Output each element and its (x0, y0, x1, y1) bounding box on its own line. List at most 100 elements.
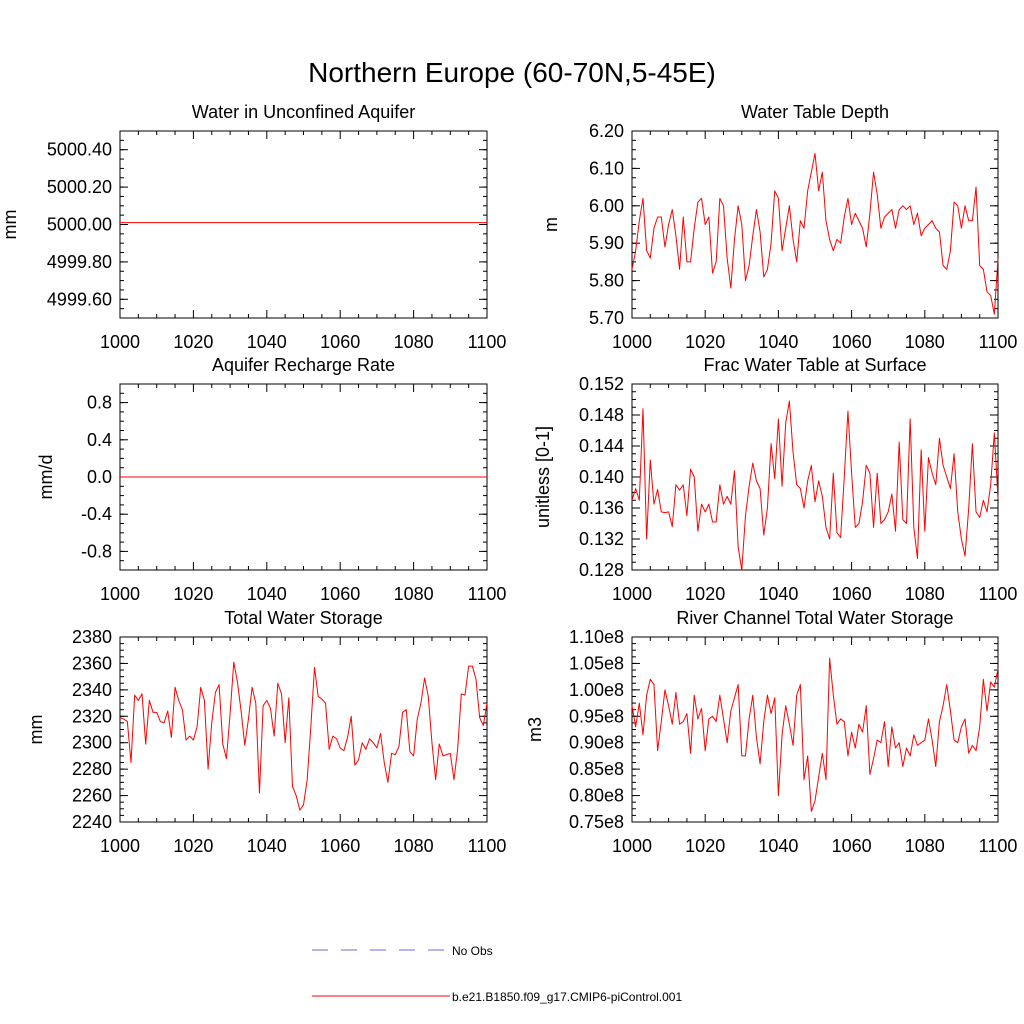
y-tick-label: 2300 (72, 733, 112, 753)
x-tick-label: 1080 (394, 584, 434, 604)
figure-title: Northern Europe (60-70N,5-45E) (308, 57, 716, 88)
y-tick-label: 0.75e8 (569, 812, 624, 832)
y-tick-label: 2320 (72, 706, 112, 726)
y-tick-label: 4999.80 (47, 252, 112, 272)
y-tick-label: 5000.00 (47, 215, 112, 235)
y-tick-label: 0.8 (87, 393, 112, 413)
plot-frame (631, 383, 999, 571)
x-tick-label: 1040 (247, 332, 287, 352)
x-tick-label: 1020 (173, 836, 213, 856)
x-tick-label: 1080 (905, 584, 945, 604)
x-tick-label: 1020 (685, 332, 725, 352)
panel-4: Frac Water Table at Surface unitless [0-1… (533, 355, 1017, 604)
y-axis-label: mm (0, 210, 20, 240)
x-tick-label: 1060 (320, 584, 360, 604)
x-tick-label: 1040 (758, 584, 798, 604)
y-tick-label: 0.140 (579, 467, 624, 487)
y-tick-label: 0.128 (579, 560, 624, 580)
x-tick-label: 1040 (758, 836, 798, 856)
y-axis-label: unitless [0-1] (533, 426, 553, 528)
panel-title: Total Water Storage (224, 608, 382, 628)
y-tick-label: 2280 (72, 759, 112, 779)
x-tick-label: 1080 (905, 332, 945, 352)
y-axis-label: mm (26, 715, 46, 745)
panels: Water in Unconfined Aquifer mm 1000 1020 104… (0, 102, 1017, 856)
panel-title: River Channel Total Water Storage (676, 608, 953, 628)
x-tick-label: 1060 (320, 332, 360, 352)
y-tick-label: 6.20 (589, 121, 624, 141)
x-tick-label: 1040 (247, 584, 287, 604)
y-tick-label: 5000.20 (47, 177, 112, 197)
x-tick-label: 1100 (979, 584, 1018, 604)
y-tick-label: 5000.40 (47, 140, 112, 160)
y-tick-label: 0.148 (579, 405, 624, 425)
y-tick-label: -0.8 (81, 541, 112, 561)
panel-title: Frac Water Table at Surface (703, 355, 926, 375)
y-tick-label: 0.90e8 (569, 733, 624, 753)
panel-6: River Channel Total Water Storage m3 1000 1… (525, 608, 1017, 856)
y-tick-label: 0.132 (579, 529, 624, 549)
x-tick-label: 1000 (612, 836, 652, 856)
y-tick-label: 1.00e8 (569, 680, 624, 700)
x-tick-label: 1060 (832, 332, 872, 352)
plot-frame (119, 130, 488, 319)
y-tick-label: 0.136 (579, 498, 624, 518)
y-axis-label: mm/d (36, 455, 56, 500)
plot-frame (631, 636, 999, 823)
y-tick-label: 5.90 (589, 233, 624, 253)
y-axis-label: m3 (525, 717, 545, 742)
y-tick-label: 1.10e8 (569, 627, 624, 647)
y-tick-label: 6.10 (589, 158, 624, 178)
series-line-picontrol (631, 400, 999, 571)
y-tick-label: -0.4 (81, 504, 112, 524)
x-tick-label: 1020 (173, 584, 213, 604)
y-tick-label: 6.00 (589, 196, 624, 216)
x-tick-label: 1100 (468, 332, 507, 352)
y-tick-label: 2380 (72, 627, 112, 647)
x-tick-label: 1020 (685, 836, 725, 856)
x-tick-label: 1080 (394, 332, 434, 352)
series-line-picontrol (631, 152, 999, 315)
x-tick-label: 1020 (173, 332, 213, 352)
panel-3: Aquifer Recharge Rate mm/d 1000 1020 1040 106… (36, 355, 506, 604)
panel-5: Total Water Storage mm 1000 1020 1040 1060 108… (26, 608, 506, 856)
plot-frame (119, 636, 488, 823)
legend-label-no-obs: No Obs (452, 944, 493, 958)
y-tick-label: 1.05e8 (569, 653, 624, 673)
series-line-picontrol (631, 657, 999, 812)
plot-frame (631, 130, 999, 319)
x-tick-label: 1000 (100, 584, 140, 604)
panel-2: Water Table Depth m 1000 1020 1040 1060 1080 11… (541, 102, 1017, 352)
y-tick-label: 2260 (72, 786, 112, 806)
panel-title: Water in Unconfined Aquifer (192, 102, 415, 122)
y-axis-label: m (541, 217, 561, 232)
series-line-picontrol (119, 661, 488, 811)
y-tick-label: 0.0 (87, 467, 112, 487)
y-tick-label: 0.144 (579, 436, 624, 456)
y-tick-label: 5.80 (589, 271, 624, 291)
x-tick-label: 1000 (100, 332, 140, 352)
x-tick-label: 1040 (758, 332, 798, 352)
x-tick-label: 1080 (905, 836, 945, 856)
panel-1: Water in Unconfined Aquifer mm 1000 1020 104… (0, 102, 506, 352)
y-tick-label: 0.80e8 (569, 786, 624, 806)
x-tick-label: 1040 (247, 836, 287, 856)
y-tick-label: 2360 (72, 653, 112, 673)
y-tick-label: 2240 (72, 812, 112, 832)
x-tick-label: 1000 (100, 836, 140, 856)
x-tick-label: 1000 (612, 584, 652, 604)
y-tick-label: 0.85e8 (569, 759, 624, 779)
y-tick-label: 4999.60 (47, 289, 112, 309)
x-tick-label: 1020 (685, 584, 725, 604)
x-tick-label: 1100 (468, 836, 507, 856)
y-tick-label: 0.152 (579, 374, 624, 394)
y-tick-label: 0.95e8 (569, 706, 624, 726)
x-tick-label: 1100 (468, 584, 507, 604)
legend-label-picontrol: b.e21.B1850.f09_g17.CMIP6-piControl.001 (452, 990, 682, 1004)
x-tick-label: 1060 (832, 836, 872, 856)
y-tick-label: 0.4 (87, 430, 112, 450)
y-tick-label: 5.70 (589, 308, 624, 328)
x-tick-label: 1080 (394, 836, 434, 856)
panel-title: Water Table Depth (741, 102, 889, 122)
